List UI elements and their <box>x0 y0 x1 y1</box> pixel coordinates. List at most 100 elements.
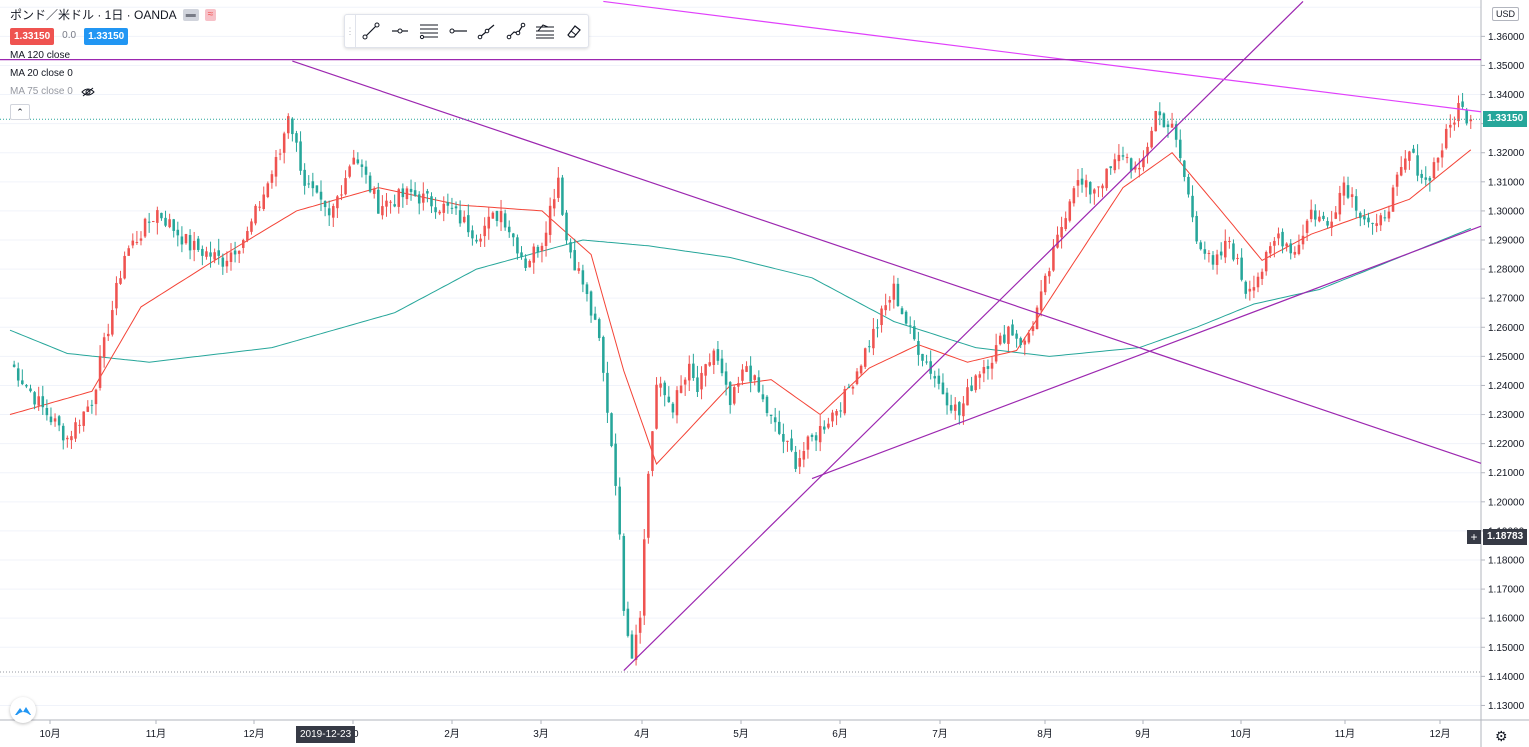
horizontal-ray-tool[interactable] <box>385 15 414 47</box>
candle <box>814 432 818 452</box>
candle <box>225 251 229 273</box>
bid-price-badge[interactable]: 1.33150 <box>10 27 55 45</box>
candle <box>1305 218 1309 242</box>
ask-price-badge[interactable]: 1.33150 <box>84 27 129 45</box>
candle <box>835 409 838 426</box>
candle <box>585 282 589 302</box>
price-tick-label: 1.18000 <box>1488 556 1525 567</box>
candle-body <box>1072 188 1076 204</box>
minimize-icon[interactable]: ▬ <box>182 9 199 21</box>
candle-body <box>642 539 646 616</box>
candle <box>90 399 94 414</box>
candle-body <box>1269 246 1272 254</box>
candle-body <box>229 252 233 263</box>
candle <box>1003 325 1006 345</box>
candle <box>790 429 793 453</box>
candle-body <box>765 396 769 414</box>
candle <box>86 400 90 413</box>
candle <box>188 229 192 260</box>
candle <box>610 412 613 448</box>
path-tool[interactable] <box>472 15 501 47</box>
candle-body <box>115 282 118 309</box>
candle-body <box>1215 254 1219 265</box>
time-tick-label: 5月 <box>733 728 749 740</box>
settings-gear-icon[interactable]: ⚙ <box>1495 728 1508 744</box>
add-alert-plus-icon[interactable]: + <box>1467 530 1481 545</box>
candle <box>483 217 486 247</box>
ma-120-label[interactable]: MA 120 close <box>10 50 71 61</box>
eraser-tool[interactable] <box>559 15 588 47</box>
candle-body <box>1019 338 1022 346</box>
candle-body <box>1330 221 1333 228</box>
candle-body <box>769 414 773 416</box>
candle-body <box>1387 211 1391 219</box>
candle-body <box>1228 241 1231 243</box>
candle <box>164 210 167 228</box>
candle-body <box>372 188 376 194</box>
candle <box>577 261 581 274</box>
candle-body <box>1420 173 1423 178</box>
candle <box>949 394 953 414</box>
hidden-eye-icon[interactable] <box>81 87 95 97</box>
horizontal-line-tool[interactable] <box>443 15 472 47</box>
candle <box>1375 213 1378 233</box>
hover-date-tag: 2019-12-23 <box>296 726 356 743</box>
candle <box>1412 144 1415 154</box>
candle-body <box>368 175 372 192</box>
candle <box>843 385 847 416</box>
current-price-label: 1.33150 <box>1487 113 1524 125</box>
candle-body <box>94 389 98 405</box>
candle <box>74 417 77 442</box>
ma-20-label[interactable]: MA 20 close 0 <box>10 68 73 79</box>
polyline-tool[interactable] <box>501 15 530 47</box>
candle <box>1301 224 1305 250</box>
candle <box>1244 280 1247 299</box>
candle-body <box>720 358 724 374</box>
candle <box>12 360 16 368</box>
crosshair-price-tag: 1.18783 <box>1483 529 1528 546</box>
ma-75-label[interactable]: MA 75 close 0 <box>10 86 73 97</box>
candle-body <box>945 392 949 406</box>
candle-body <box>888 300 892 303</box>
time-tick-label: 12月 <box>1429 728 1450 740</box>
candle-body <box>876 327 879 329</box>
toolbar-grip-icon[interactable]: ⋮ <box>345 15 356 47</box>
candle-body <box>1133 166 1137 170</box>
candle <box>1035 305 1039 330</box>
candle <box>593 306 597 321</box>
candle-body <box>491 212 495 219</box>
multi-level-tool[interactable] <box>530 15 559 47</box>
candle <box>417 191 421 215</box>
candle <box>1469 114 1473 129</box>
candle-body <box>1060 226 1063 238</box>
candle <box>274 149 278 187</box>
candle <box>192 231 196 262</box>
candle-body <box>221 257 225 267</box>
candle <box>1158 102 1162 126</box>
candle <box>647 471 650 544</box>
candle-body <box>1093 189 1096 194</box>
candle <box>925 354 928 365</box>
candle-body <box>315 185 319 193</box>
trendlines[interactable] <box>0 0 1482 671</box>
candle-body <box>737 383 740 387</box>
candle <box>278 148 282 161</box>
candle-body <box>1076 180 1080 186</box>
candle-body <box>659 383 662 388</box>
currency-label[interactable]: USD <box>1492 7 1520 21</box>
candle-body <box>336 196 339 209</box>
pulse-icon[interactable]: ≈ <box>204 9 217 21</box>
candle-body <box>102 337 106 358</box>
candle <box>872 317 875 356</box>
tradingview-logo-icon[interactable] <box>10 697 36 723</box>
price-tick-label: 1.21000 <box>1488 468 1525 479</box>
candle-body <box>712 350 716 366</box>
candle-body <box>1158 111 1162 116</box>
collapse-legend-button[interactable]: ⌃ <box>10 103 30 120</box>
candle-body <box>139 238 143 241</box>
candle-body <box>843 389 847 414</box>
candle-body <box>184 234 188 244</box>
trend-line-tool[interactable] <box>356 15 385 47</box>
fib-levels-tool[interactable] <box>414 15 443 47</box>
